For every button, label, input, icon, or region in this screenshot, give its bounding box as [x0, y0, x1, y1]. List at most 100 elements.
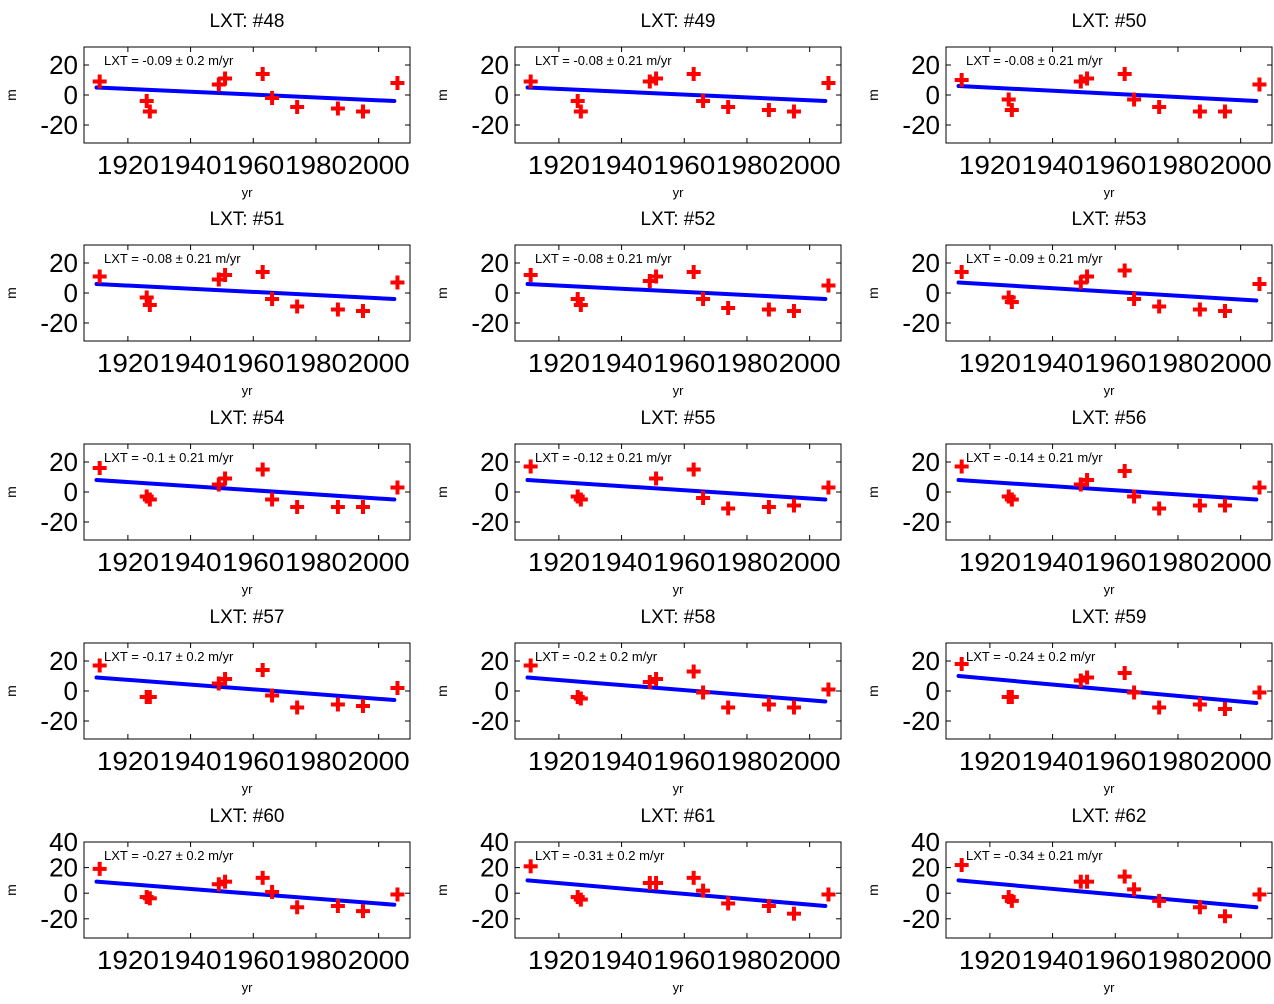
- x-tick-label: 1980: [285, 547, 347, 577]
- y-tick-label: 0: [495, 676, 509, 706]
- data-point: [390, 76, 405, 90]
- data-point: [92, 658, 107, 673]
- x-axis-label: yr: [242, 185, 254, 200]
- data-point: [821, 887, 836, 902]
- x-tick-label: 2000: [779, 150, 841, 180]
- x-axis-label: yr: [242, 781, 254, 796]
- data-point: [1127, 882, 1142, 897]
- x-tick-label: 1960: [1084, 150, 1146, 180]
- x-tick-label: 2000: [348, 348, 410, 378]
- chart-title: LXT: #57: [210, 607, 285, 628]
- x-tick-label: 1940: [1022, 348, 1084, 378]
- data-point: [649, 471, 664, 486]
- data-point: [330, 101, 345, 116]
- data-point: [1152, 893, 1167, 908]
- x-tick-label: 1920: [959, 547, 1021, 577]
- subplot-49: LXT: #49 200-20 1920 1940 1960 1980 2000 yr m LXT…: [434, 11, 842, 200]
- x-tick-label: 1920: [528, 348, 590, 378]
- x-tick-label: 1980: [716, 150, 778, 180]
- x-axis-label: yr: [242, 980, 254, 995]
- data-point: [649, 269, 664, 284]
- trend-line: [94, 282, 397, 301]
- x-tick-label: 1940: [160, 547, 222, 577]
- y-tick-label: 20: [911, 447, 940, 477]
- data-point: [954, 73, 969, 87]
- data-point: [1152, 100, 1167, 114]
- x-tick-label: 1980: [716, 348, 778, 378]
- data-point: [821, 76, 836, 90]
- y-tick-label: -20: [471, 706, 509, 736]
- x-axis-label: yr: [1104, 582, 1116, 597]
- data-point: [686, 870, 701, 885]
- x-tick-label: 1940: [160, 348, 222, 378]
- chart-title: LXT: #58: [641, 607, 716, 628]
- x-tick-label: 2000: [1210, 150, 1272, 180]
- y-tick-label: 0: [495, 878, 509, 908]
- trend-annotation: LXT = -0.09 ± 0.21 m/yr: [966, 251, 1103, 266]
- chart-title: LXT: #49: [641, 11, 716, 32]
- trend-annotation: LXT = -0.31 ± 0.2 m/yr: [535, 848, 665, 863]
- data-point: [954, 459, 969, 474]
- x-tick-label: 1920: [959, 150, 1021, 180]
- y-axis-label: m: [865, 287, 881, 299]
- data-point: [721, 301, 736, 315]
- data-point: [290, 299, 305, 314]
- y-axis-label: m: [3, 89, 19, 101]
- trend-line: [94, 879, 397, 907]
- x-tick-label: 1940: [591, 348, 653, 378]
- y-tick-label: 20: [911, 248, 940, 278]
- x-axis-label: yr: [673, 383, 685, 398]
- data-point: [573, 298, 588, 312]
- y-axis-label: m: [3, 486, 19, 498]
- data-point: [1217, 702, 1232, 716]
- data-point: [290, 900, 305, 915]
- x-tick-label: 1980: [285, 746, 347, 776]
- data-point: [1127, 92, 1142, 107]
- data-point: [1004, 103, 1019, 117]
- plot-area: [945, 443, 1273, 541]
- data-point: [1001, 92, 1016, 107]
- data-point: [696, 292, 711, 306]
- y-tick-label: 0: [926, 878, 940, 908]
- data-point: [355, 500, 370, 514]
- data-point: [1004, 690, 1019, 704]
- subplot-54: LXT: #54 200-20 1920 1940 1960 1980 2000 yr m LXT…: [3, 408, 411, 597]
- data-point: [523, 268, 538, 282]
- x-tick-label: 2000: [348, 547, 410, 577]
- chart-title: LXT: #50: [1072, 11, 1147, 32]
- data-point: [686, 462, 701, 477]
- data-point: [1217, 104, 1232, 119]
- x-tick-label: 1940: [591, 746, 653, 776]
- data-point: [1252, 685, 1267, 700]
- x-tick-label: 1940: [1022, 547, 1084, 577]
- x-tick-label: 1960: [1084, 348, 1146, 378]
- data-point: [218, 672, 233, 686]
- data-point: [1152, 501, 1167, 516]
- x-tick-label: 1960: [1084, 547, 1146, 577]
- y-tick-label: -20: [902, 308, 940, 338]
- x-tick-label: 1980: [1147, 746, 1209, 776]
- data-point: [142, 492, 157, 507]
- x-tick-label: 1940: [160, 746, 222, 776]
- data-point: [1117, 67, 1132, 81]
- x-tick-label: 1980: [1147, 547, 1209, 577]
- data-point: [255, 462, 270, 477]
- data-point: [1252, 887, 1267, 902]
- y-axis-label: m: [3, 287, 19, 299]
- subplot-55: LXT: #55 200-20 1920 1940 1960 1980 2000 yr m LXT…: [434, 408, 842, 597]
- trend-annotation: LXT = -0.24 ± 0.2 m/yr: [966, 649, 1096, 664]
- x-tick-label: 1920: [97, 150, 159, 180]
- x-tick-label: 1960: [653, 945, 715, 975]
- y-tick-label: 0: [495, 278, 509, 308]
- trend-line: [525, 85, 828, 103]
- trend-annotation: LXT = -0.27 ± 0.2 m/yr: [104, 848, 234, 863]
- data-point: [390, 887, 405, 902]
- trend-line: [525, 478, 828, 502]
- y-tick-label: 0: [926, 676, 940, 706]
- data-point: [1080, 473, 1095, 487]
- x-tick-label: 1980: [1147, 150, 1209, 180]
- data-point: [573, 691, 588, 706]
- x-tick-label: 1960: [1084, 945, 1146, 975]
- y-tick-label: -20: [902, 110, 940, 140]
- trend-line: [956, 478, 1259, 502]
